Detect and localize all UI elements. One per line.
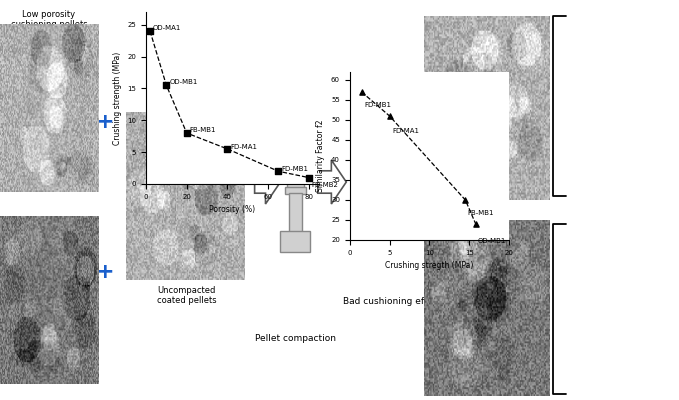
Point xyxy=(222,146,233,152)
Point xyxy=(460,197,471,203)
Point xyxy=(356,89,367,95)
Text: Uncompacted
coated pellets: Uncompacted coated pellets xyxy=(157,286,217,306)
Text: FD-MB1: FD-MB1 xyxy=(281,166,308,172)
Text: OD-MA1: OD-MA1 xyxy=(153,25,181,31)
Polygon shape xyxy=(255,160,280,204)
Bar xyxy=(285,187,306,194)
Point xyxy=(181,130,192,136)
Bar xyxy=(285,105,306,112)
Text: OD-MB1: OD-MB1 xyxy=(477,238,506,244)
Point xyxy=(384,113,395,119)
Text: Low porosity
cushioning pellets: Low porosity cushioning pellets xyxy=(11,10,87,29)
Point xyxy=(273,168,284,174)
Bar xyxy=(289,72,302,106)
Text: FD-MB2: FD-MB2 xyxy=(311,182,338,188)
Bar xyxy=(289,193,302,232)
Text: FD-MB1: FD-MB1 xyxy=(364,102,391,108)
Text: Good cushioning effect: Good cushioning effect xyxy=(418,148,523,156)
Text: FB-MB1: FB-MB1 xyxy=(189,127,217,133)
Bar xyxy=(280,50,310,72)
Text: High porosity
cushioning pellets: High porosity cushioning pellets xyxy=(11,226,87,245)
Text: Bad cushioning effect: Bad cushioning effect xyxy=(343,298,441,306)
Point xyxy=(471,221,481,227)
Polygon shape xyxy=(318,160,346,204)
Text: FD-MA1: FD-MA1 xyxy=(230,144,257,150)
Point xyxy=(145,28,155,34)
Bar xyxy=(287,110,304,188)
Y-axis label: Similarity Factor f2: Similarity Factor f2 xyxy=(316,120,325,192)
Text: Pellet compaction: Pellet compaction xyxy=(255,334,336,343)
X-axis label: Porosity (%): Porosity (%) xyxy=(210,205,255,214)
Bar xyxy=(280,231,310,252)
Text: FB-MB1: FB-MB1 xyxy=(468,210,494,216)
Bar xyxy=(287,140,304,151)
X-axis label: Crushing stregth (MPa): Crushing stregth (MPa) xyxy=(385,261,474,270)
Point xyxy=(161,82,172,88)
Point xyxy=(304,174,314,181)
Text: +: + xyxy=(96,262,115,282)
Y-axis label: Crushing strength (MPa): Crushing strength (MPa) xyxy=(113,51,122,145)
Text: OD-MB1: OD-MB1 xyxy=(169,79,198,85)
Text: FD-MA1: FD-MA1 xyxy=(392,128,419,134)
Text: +: + xyxy=(96,112,115,132)
